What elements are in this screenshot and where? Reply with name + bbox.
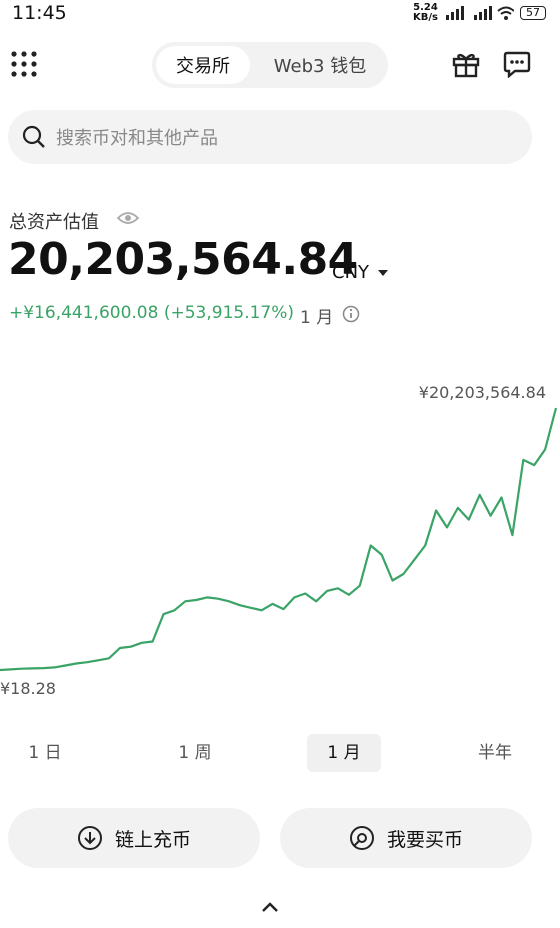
balance-amount: 20,203,564.84 — [8, 234, 358, 285]
signal-icons — [446, 6, 514, 20]
battery: 57 — [520, 6, 546, 20]
value-label: ¥20,203,564.84 — [419, 383, 546, 402]
search-placeholder: 搜索币对和其他产品 — [56, 128, 218, 149]
buy-icon — [349, 826, 374, 850]
deposit-icon — [77, 826, 102, 850]
period: 1 月 — [300, 308, 334, 328]
search-bar[interactable] — [8, 110, 532, 164]
menu-icon[interactable] — [10, 50, 40, 80]
tab-web3[interactable]: Web3 钱包 — [273, 56, 367, 77]
balance-label: 总资产估值 — [9, 212, 99, 233]
range-tab[interactable]: 半年 — [478, 743, 512, 763]
currency[interactable]: CNY — [332, 262, 370, 283]
info-icon[interactable] — [342, 305, 360, 323]
balance-line — [0, 407, 558, 672]
status-icons: 5.24 KB/s 57 — [413, 3, 546, 23]
currency-caret — [378, 270, 388, 276]
balance-chart: ¥18.28 ¥20,203,564.84 — [0, 383, 558, 698]
range-tab[interactable]: 1 周 — [178, 743, 212, 763]
message-icon[interactable] — [503, 50, 531, 78]
buy-button[interactable]: 我要买币 — [280, 808, 532, 868]
search-icon — [22, 125, 45, 148]
range-tab[interactable]: 1 月 — [307, 734, 381, 772]
net-unit: KB/s — [413, 12, 438, 23]
tab-exchange[interactable]: 交易所 — [156, 46, 250, 84]
net-speed: 5.24 — [413, 2, 438, 13]
range-tab[interactable]: 1 日 — [28, 743, 62, 763]
deposit-button[interactable]: 链上充币 — [8, 808, 260, 868]
buy-label: 我要买币 — [386, 828, 463, 851]
chevron-up[interactable] — [260, 900, 280, 914]
eye-icon[interactable] — [117, 210, 139, 226]
value-label: ¥18.28 — [0, 679, 56, 698]
balance-change: +¥16,441,600.08 (+53,915.17%) — [9, 303, 295, 323]
gift-icon[interactable] — [452, 50, 480, 78]
status-time: 11:45 — [12, 2, 67, 24]
deposit-label: 链上充币 — [114, 828, 191, 851]
